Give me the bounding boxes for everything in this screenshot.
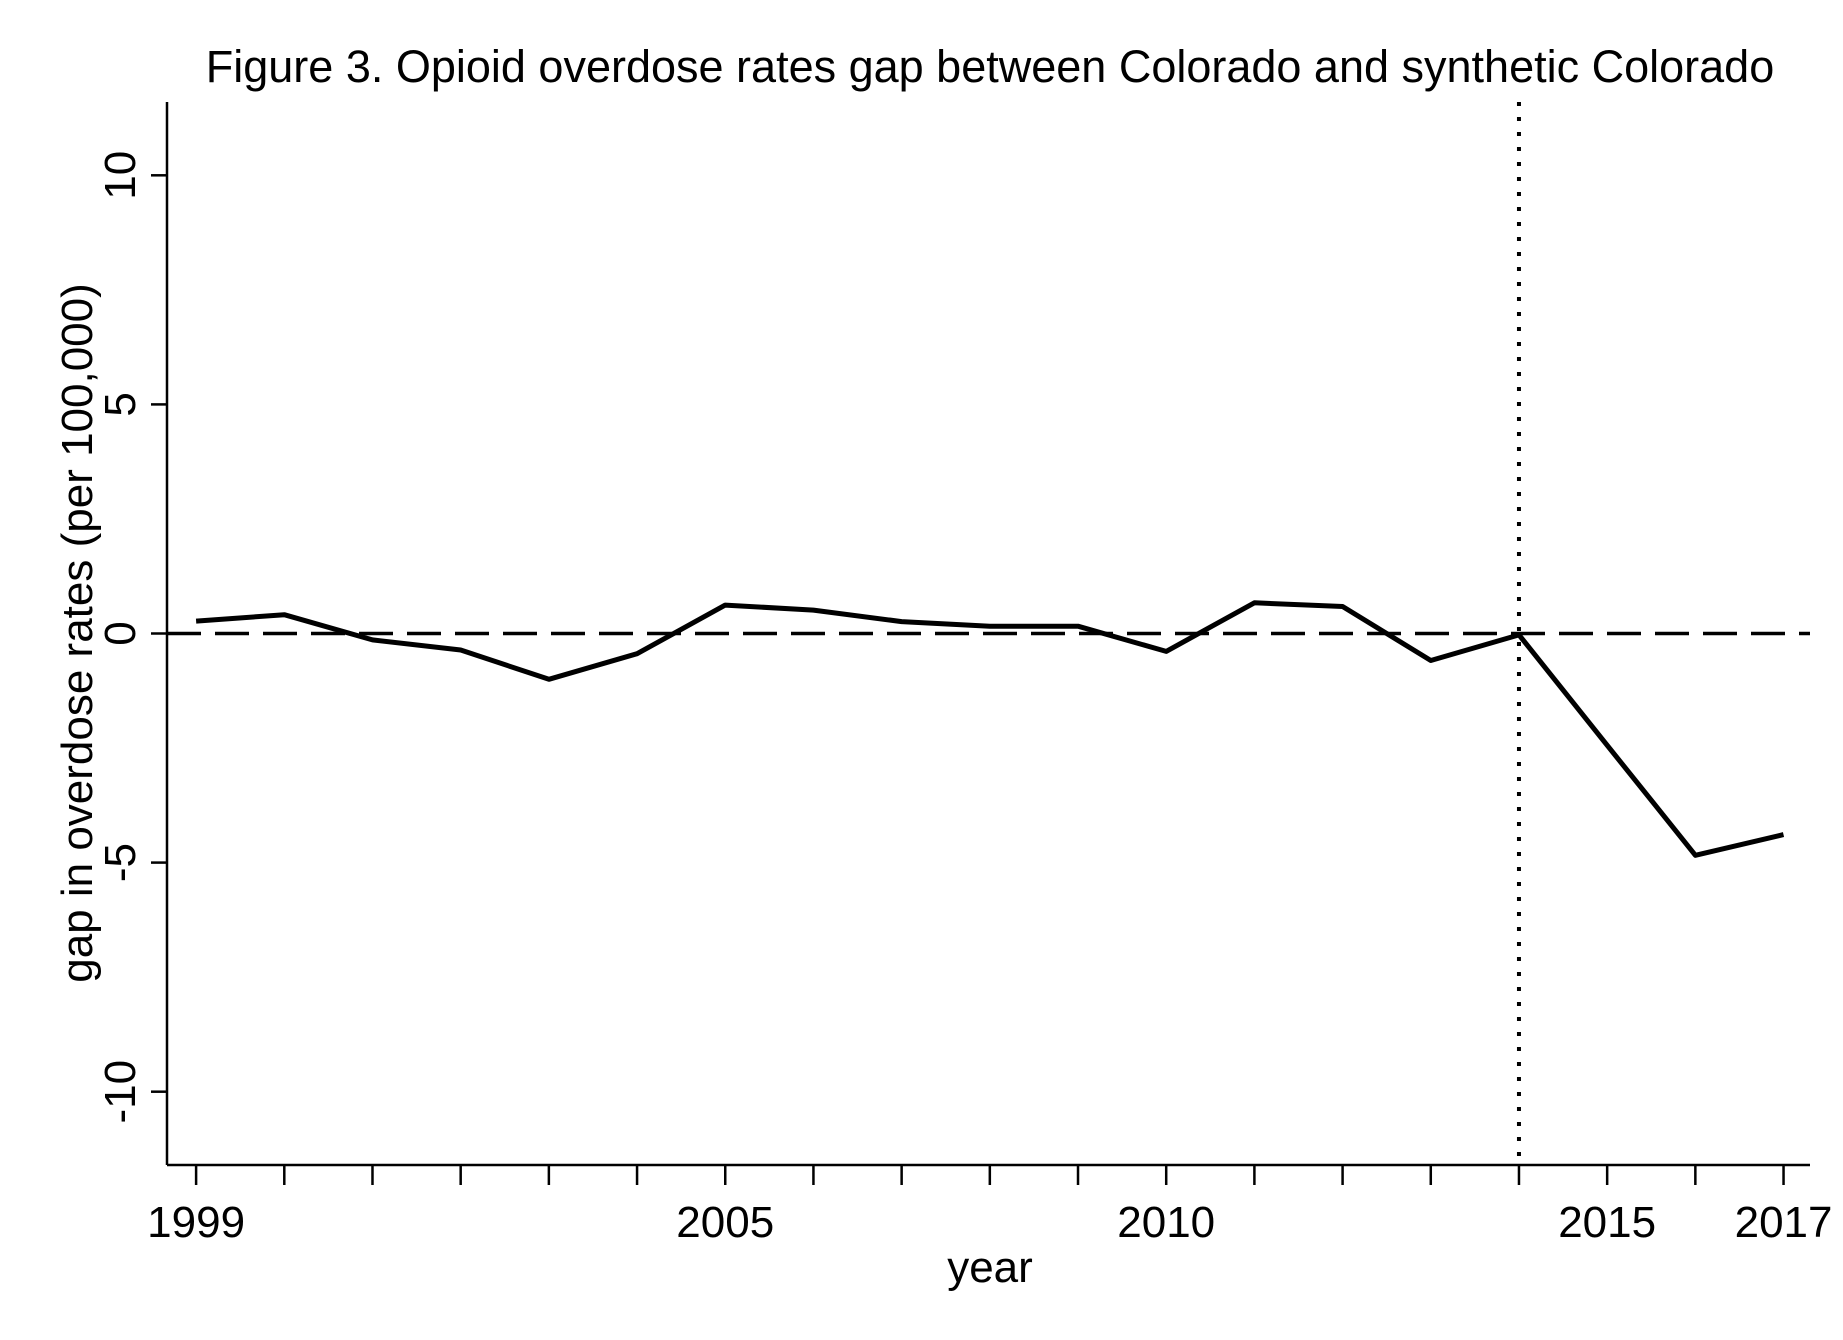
x-tick-label: 2005 — [676, 1198, 774, 1247]
plot-area: -10 -5 0 5 10 1999 2005 2010 2015 2017 — [96, 102, 1832, 1247]
y-tick-label: -5 — [96, 843, 145, 882]
chart-title: Figure 3. Opioid overdose rates gap betw… — [206, 41, 1774, 92]
x-tick-label: 2010 — [1117, 1198, 1215, 1247]
gap-series-line — [195, 600, 1785, 858]
y-tick-label: 0 — [96, 621, 145, 645]
x-tick-label: 1999 — [147, 1198, 245, 1247]
y-tick-label: 5 — [96, 392, 145, 416]
x-tick-label: 2017 — [1735, 1198, 1833, 1247]
y-tick-label: 10 — [96, 151, 145, 200]
y-axis-label: gap in overdose rates (per 100,000) — [53, 283, 102, 983]
y-tick-label: -10 — [96, 1060, 145, 1124]
x-tick-label: 2015 — [1558, 1198, 1656, 1247]
x-axis-label: year — [947, 1243, 1033, 1292]
